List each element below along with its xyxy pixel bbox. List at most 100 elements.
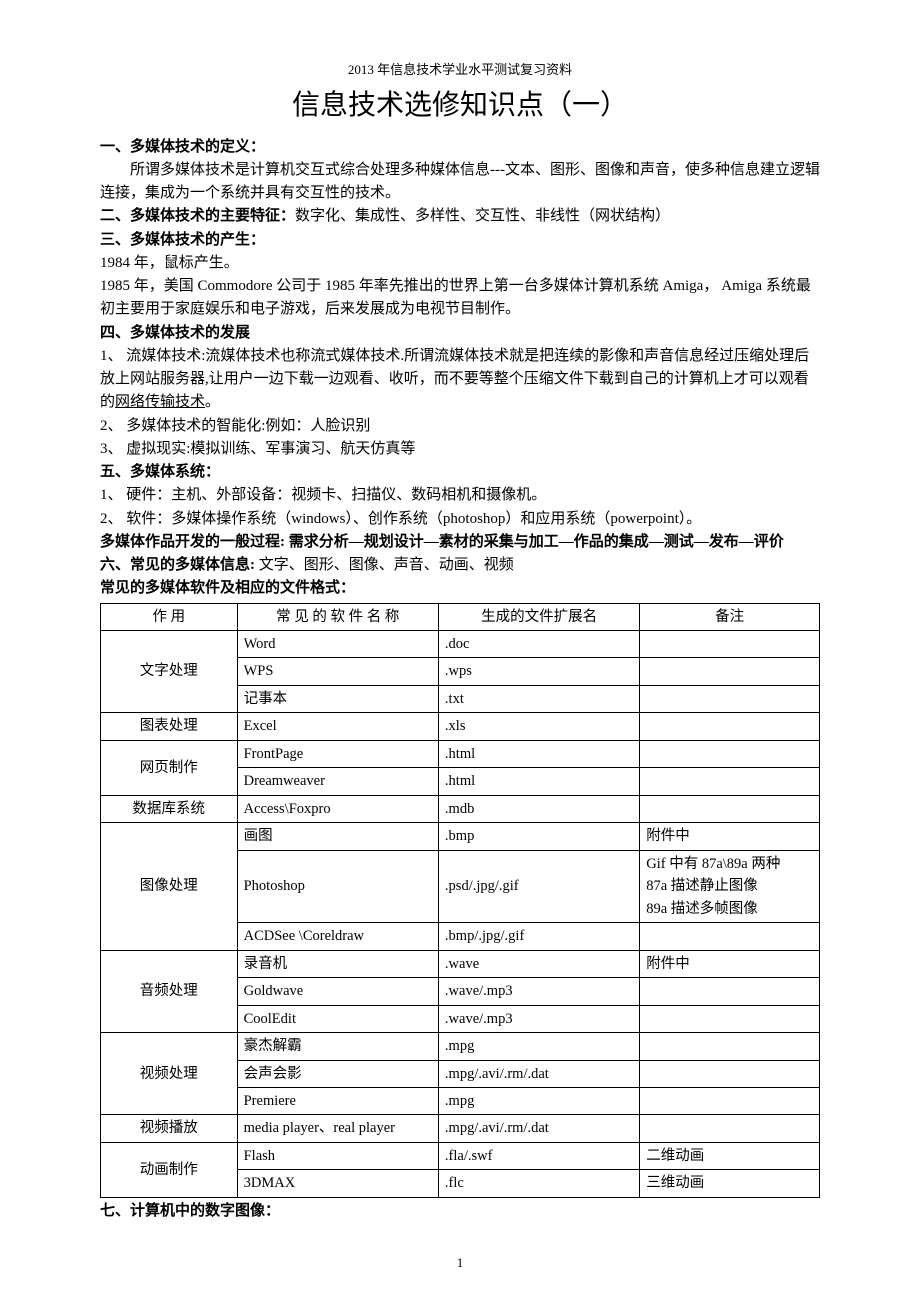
- section-6: 六、常见的多媒体信息: 文字、图形、图像、声音、动画、视频: [100, 554, 820, 577]
- th-ext: 生成的文件扩展名: [438, 603, 639, 630]
- cell-software: 画图: [237, 823, 438, 850]
- cell-software: ACDSee \Coreldraw: [237, 923, 438, 950]
- cell-note: [640, 768, 820, 795]
- cell-software: Access\Foxpro: [237, 795, 438, 822]
- cell-category: 网页制作: [101, 740, 238, 795]
- cell-ext: .wave/.mp3: [438, 978, 639, 1005]
- table-body: 文字处理Word.docWPS.wps记事本.txt图表处理Excel.xls网…: [101, 631, 820, 1198]
- cell-note: [640, 1087, 820, 1114]
- cell-ext: .html: [438, 740, 639, 767]
- section-4-item-3: 3、 虚拟现实:模拟训练、军事演习、航天仿真等: [100, 438, 820, 461]
- th-usage: 作 用: [101, 603, 238, 630]
- cell-software: 3DMAX: [237, 1170, 438, 1197]
- cell-note: [640, 713, 820, 740]
- section-4-item-1: 1、 流媒体技术:流媒体技术也称流式媒体技术.所谓流媒体技术就是把连续的影像和声…: [100, 345, 820, 415]
- section-5: 五、多媒体系统：: [100, 461, 820, 484]
- process-body: 需求分析—规划设计—素材的采集与加工—作品的集成—测试—发布—评价: [285, 534, 784, 550]
- cell-software: CoolEdit: [237, 1005, 438, 1032]
- section-3-head: 三、多媒体技术的产生：: [100, 232, 265, 248]
- table-row: 网页制作FrontPage.html: [101, 740, 820, 767]
- cell-category: 文字处理: [101, 631, 238, 713]
- cell-ext: .bmp/.jpg/.gif: [438, 923, 639, 950]
- section-7: 七、计算机中的数字图像：: [100, 1200, 820, 1223]
- section-2-head: 二、多媒体技术的主要特征：: [100, 208, 295, 224]
- section-4-item-1-c: 。: [205, 394, 220, 410]
- table-header-row: 作 用 常 见 的 软 件 名 称 生成的文件扩展名 备注: [101, 603, 820, 630]
- th-software: 常 见 的 软 件 名 称: [237, 603, 438, 630]
- cell-ext: .xls: [438, 713, 639, 740]
- section-4-head: 四、多媒体技术的发展: [100, 325, 250, 341]
- cell-note: [640, 658, 820, 685]
- cell-ext: .mpg/.avi/.rm/.dat: [438, 1060, 639, 1087]
- cell-category: 视频播放: [101, 1115, 238, 1142]
- cell-note: 二维动画: [640, 1142, 820, 1169]
- page-number: 1: [100, 1253, 820, 1273]
- cell-ext: .wave: [438, 950, 639, 977]
- cell-category: 动画制作: [101, 1142, 238, 1197]
- cell-software: Goldwave: [237, 978, 438, 1005]
- cell-note: [640, 923, 820, 950]
- process-head: 多媒体作品开发的一般过程:: [100, 534, 285, 550]
- cell-ext: .fla/.swf: [438, 1142, 639, 1169]
- page-title: 信息技术选修知识点（一）: [100, 84, 820, 127]
- cell-software: WPS: [237, 658, 438, 685]
- cell-software: 豪杰解霸: [237, 1033, 438, 1060]
- table-row: 音频处理录音机.wave附件中: [101, 950, 820, 977]
- table-row: 动画制作Flash.fla/.swf二维动画: [101, 1142, 820, 1169]
- table-heading: 常见的多媒体软件及相应的文件格式：: [100, 577, 820, 600]
- cell-note: 三维动画: [640, 1170, 820, 1197]
- cell-ext: .mpg: [438, 1087, 639, 1114]
- section-1-head: 一、多媒体技术的定义：: [100, 139, 265, 155]
- cell-software: 会声会影: [237, 1060, 438, 1087]
- cell-ext: .wps: [438, 658, 639, 685]
- header-small: 2013 年信息技术学业水平测试复习资料: [100, 60, 820, 80]
- cell-note: [640, 1115, 820, 1142]
- cell-ext: .doc: [438, 631, 639, 658]
- section-3-line-1: 1984 年，鼠标产生。: [100, 252, 820, 275]
- cell-category: 图表处理: [101, 713, 238, 740]
- cell-software: Flash: [237, 1142, 438, 1169]
- cell-ext: .mdb: [438, 795, 639, 822]
- cell-note: Gif 中有 87a\89a 两种87a 描述静止图像89a 描述多帧图像: [640, 850, 820, 922]
- section-2-body: 数字化、集成性、多样性、交互性、非线性（网状结构）: [295, 208, 670, 224]
- table-row: 图像处理画图.bmp附件中: [101, 823, 820, 850]
- section-5-head: 五、多媒体系统：: [100, 464, 220, 480]
- cell-software: Photoshop: [237, 850, 438, 922]
- cell-note: [640, 1005, 820, 1032]
- section-4-item-2: 2、 多媒体技术的智能化:例如：人脸识别: [100, 415, 820, 438]
- cell-note: [640, 795, 820, 822]
- table-row: 视频处理豪杰解霸.mpg: [101, 1033, 820, 1060]
- section-6-head: 六、常见的多媒体信息:: [100, 557, 255, 573]
- section-1-body: 所谓多媒体技术是计算机交互式综合处理多种媒体信息---文本、图形、图像和声音，使…: [100, 159, 820, 206]
- section-1: 一、多媒体技术的定义：: [100, 136, 820, 159]
- cell-ext: .wave/.mp3: [438, 1005, 639, 1032]
- cell-note: [640, 1060, 820, 1087]
- cell-note: [640, 740, 820, 767]
- cell-ext: .flc: [438, 1170, 639, 1197]
- document-page: 2013 年信息技术学业水平测试复习资料 信息技术选修知识点（一） 一、多媒体技…: [0, 0, 920, 1313]
- table-row: 图表处理Excel.xls: [101, 713, 820, 740]
- section-7-head: 七、计算机中的数字图像：: [100, 1203, 280, 1219]
- cell-note: [640, 685, 820, 712]
- cell-note: [640, 978, 820, 1005]
- section-3: 三、多媒体技术的产生：: [100, 229, 820, 252]
- section-6-body: 文字、图形、图像、声音、动画、视频: [255, 557, 514, 573]
- section-4-item-1-b: 网络传输技术: [115, 394, 205, 410]
- cell-note: [640, 631, 820, 658]
- cell-software: 记事本: [237, 685, 438, 712]
- cell-software: FrontPage: [237, 740, 438, 767]
- cell-category: 数据库系统: [101, 795, 238, 822]
- table-row: 视频播放media player、real player.mpg/.avi/.r…: [101, 1115, 820, 1142]
- cell-ext: .html: [438, 768, 639, 795]
- cell-ext: .psd/.jpg/.gif: [438, 850, 639, 922]
- cell-software: Premiere: [237, 1087, 438, 1114]
- th-note: 备注: [640, 603, 820, 630]
- cell-software: media player、real player: [237, 1115, 438, 1142]
- cell-category: 音频处理: [101, 950, 238, 1032]
- cell-note: 附件中: [640, 823, 820, 850]
- process-line: 多媒体作品开发的一般过程: 需求分析—规划设计—素材的采集与加工—作品的集成—测…: [100, 531, 820, 554]
- cell-category: 图像处理: [101, 823, 238, 950]
- cell-ext: .mpg: [438, 1033, 639, 1060]
- cell-software: Excel: [237, 713, 438, 740]
- section-5-item-1: 1、 硬件：主机、外部设备：视频卡、扫描仪、数码相机和摄像机。: [100, 484, 820, 507]
